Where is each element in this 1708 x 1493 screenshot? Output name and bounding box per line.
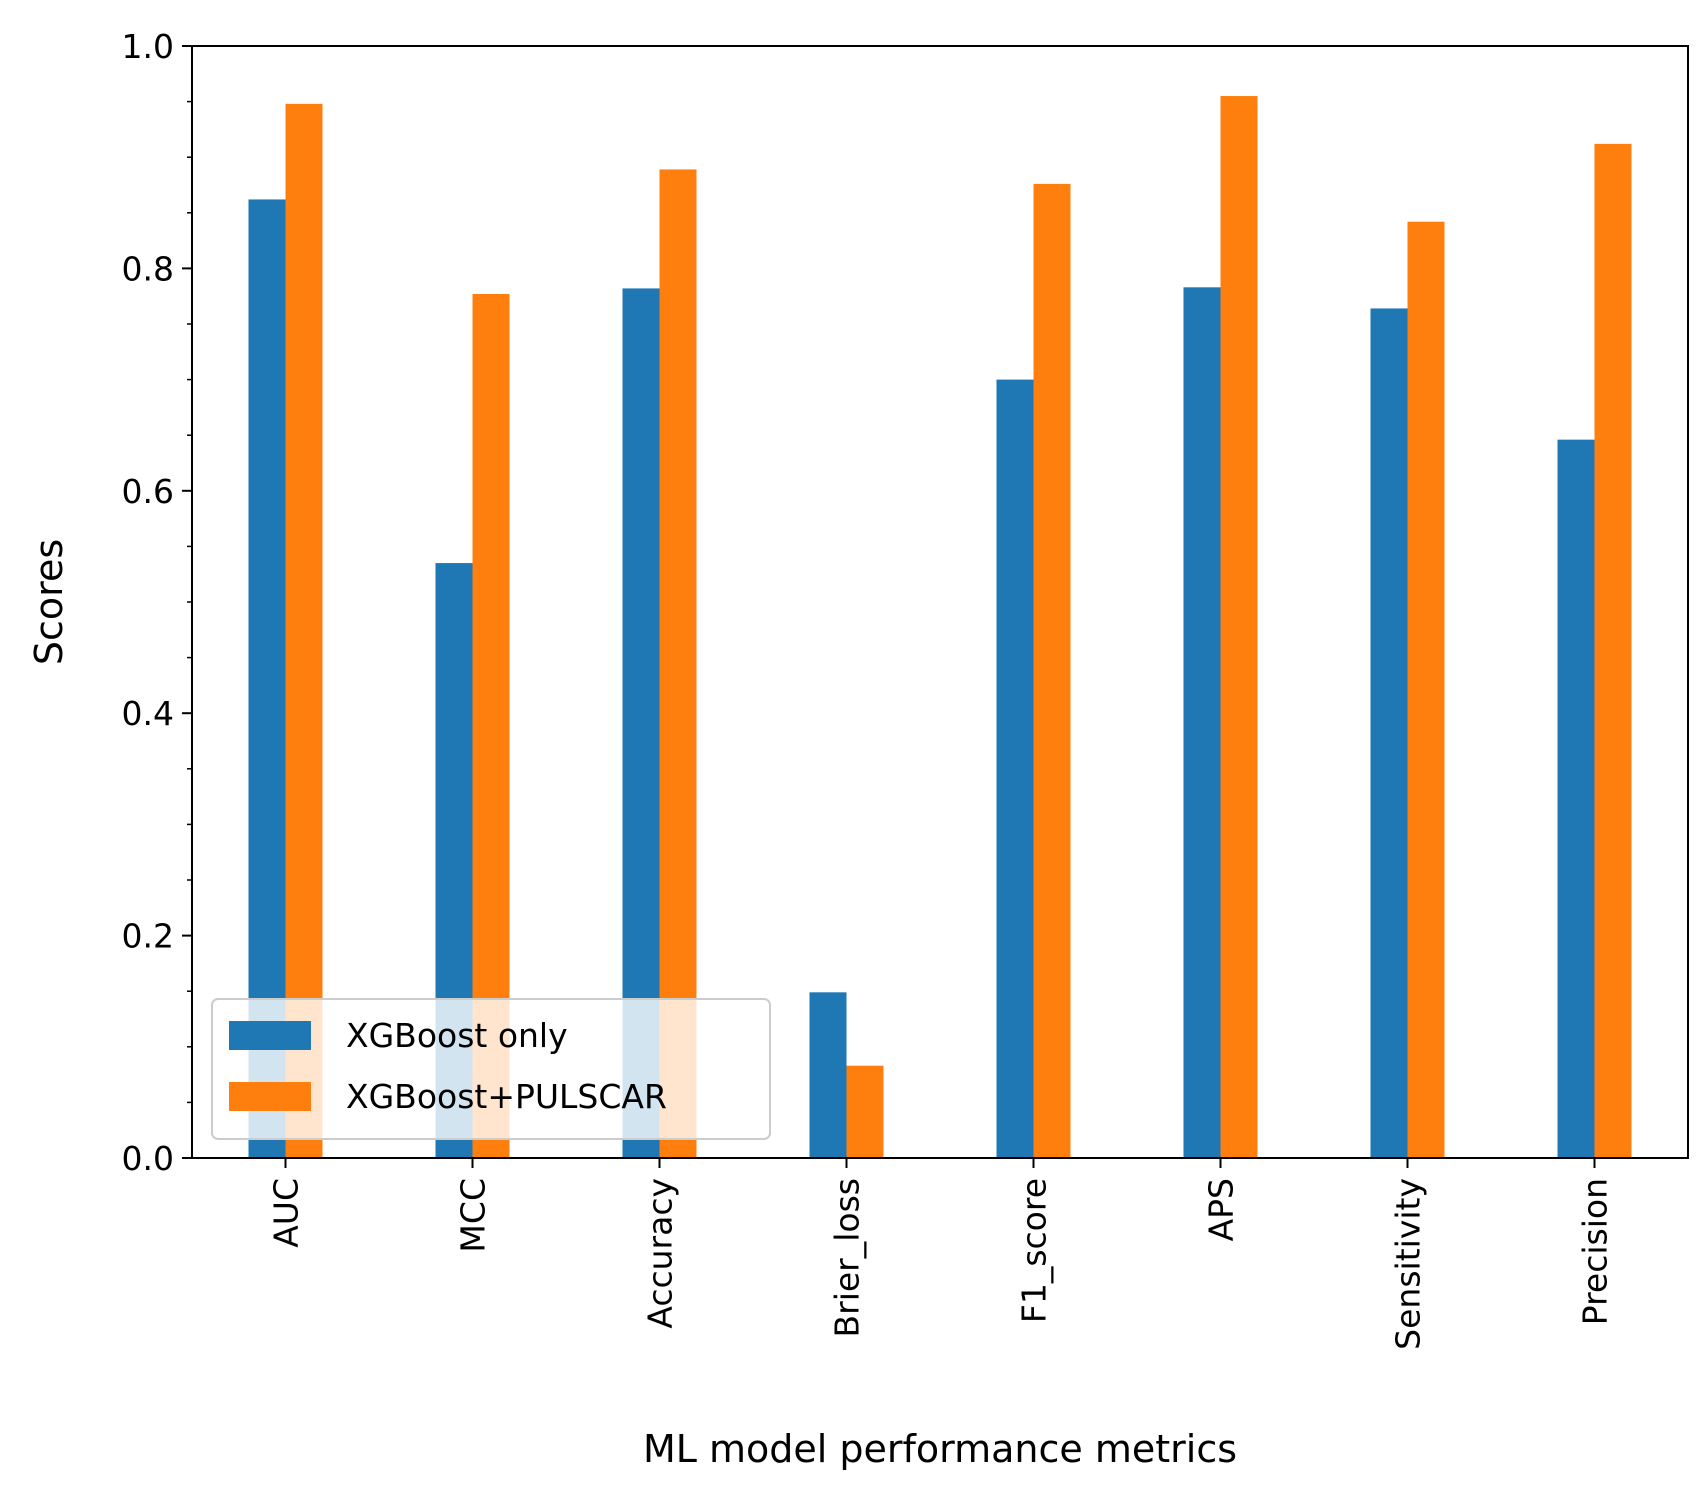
y-axis-label: Scores — [27, 539, 71, 665]
x-tick-label-precision: Precision — [1576, 1178, 1615, 1325]
bar-brier-loss-xgboost-only — [809, 992, 847, 1158]
y-axis: 0.0 0.2 0.4 0.6 0.8 1.0 — [122, 27, 192, 1178]
x-axis-label: ML model performance metrics — [643, 1427, 1237, 1471]
plot-frame — [191, 45, 1689, 1159]
legend-swatch-xgboost-pulscar — [229, 1082, 311, 1111]
y-tick-label: 0.0 — [122, 1139, 174, 1178]
x-tick-label-f1-score: F1_score — [1015, 1178, 1054, 1323]
y-tick-label: 0.2 — [122, 917, 174, 956]
legend-label-xgboost-only: XGBoost only — [346, 1016, 568, 1055]
bar-precision-xgboost-only — [1557, 439, 1595, 1158]
y-tick-label: 0.4 — [122, 694, 174, 733]
bar-accuracy-xgboost-pulscar — [659, 169, 697, 1158]
bar-auc-xgboost-pulscar — [285, 103, 323, 1159]
y-tick-label: 0.8 — [122, 249, 174, 288]
legend: XGBoost only XGBoost+PULSCAR — [211, 998, 771, 1140]
bar-brier-loss-xgboost-pulscar — [846, 1065, 884, 1158]
legend-swatch-xgboost-only — [229, 1021, 311, 1050]
x-axis: AUC MCC Accuracy Brier_loss F1_score APS Sensi… — [267, 1158, 1615, 1350]
y-tick-label: 1.0 — [122, 27, 174, 66]
x-tick-label-mcc: MCC — [454, 1178, 493, 1253]
x-tick-label-sensitivity: Sensitivity — [1389, 1178, 1428, 1350]
y-tick-label: 0.6 — [122, 472, 174, 511]
bar-f1-score-xgboost-only — [996, 379, 1034, 1159]
bar-f1-score-xgboost-pulscar — [1033, 183, 1071, 1158]
bar-aps-xgboost-only — [1183, 287, 1221, 1159]
bar-sensitivity-xgboost-only — [1370, 308, 1408, 1158]
legend-box — [211, 998, 771, 1140]
bar-precision-xgboost-pulscar — [1594, 143, 1632, 1158]
x-tick-label-accuracy: Accuracy — [641, 1178, 680, 1329]
bar-aps-xgboost-pulscar — [1220, 96, 1258, 1158]
bar-sensitivity-xgboost-pulscar — [1407, 221, 1445, 1159]
x-tick-label-brier-loss: Brier_loss — [828, 1178, 867, 1338]
x-tick-label-auc: AUC — [267, 1178, 306, 1248]
legend-label-xgboost-pulscar: XGBoost+PULSCAR — [346, 1077, 667, 1116]
x-tick-label-aps: APS — [1202, 1178, 1241, 1241]
